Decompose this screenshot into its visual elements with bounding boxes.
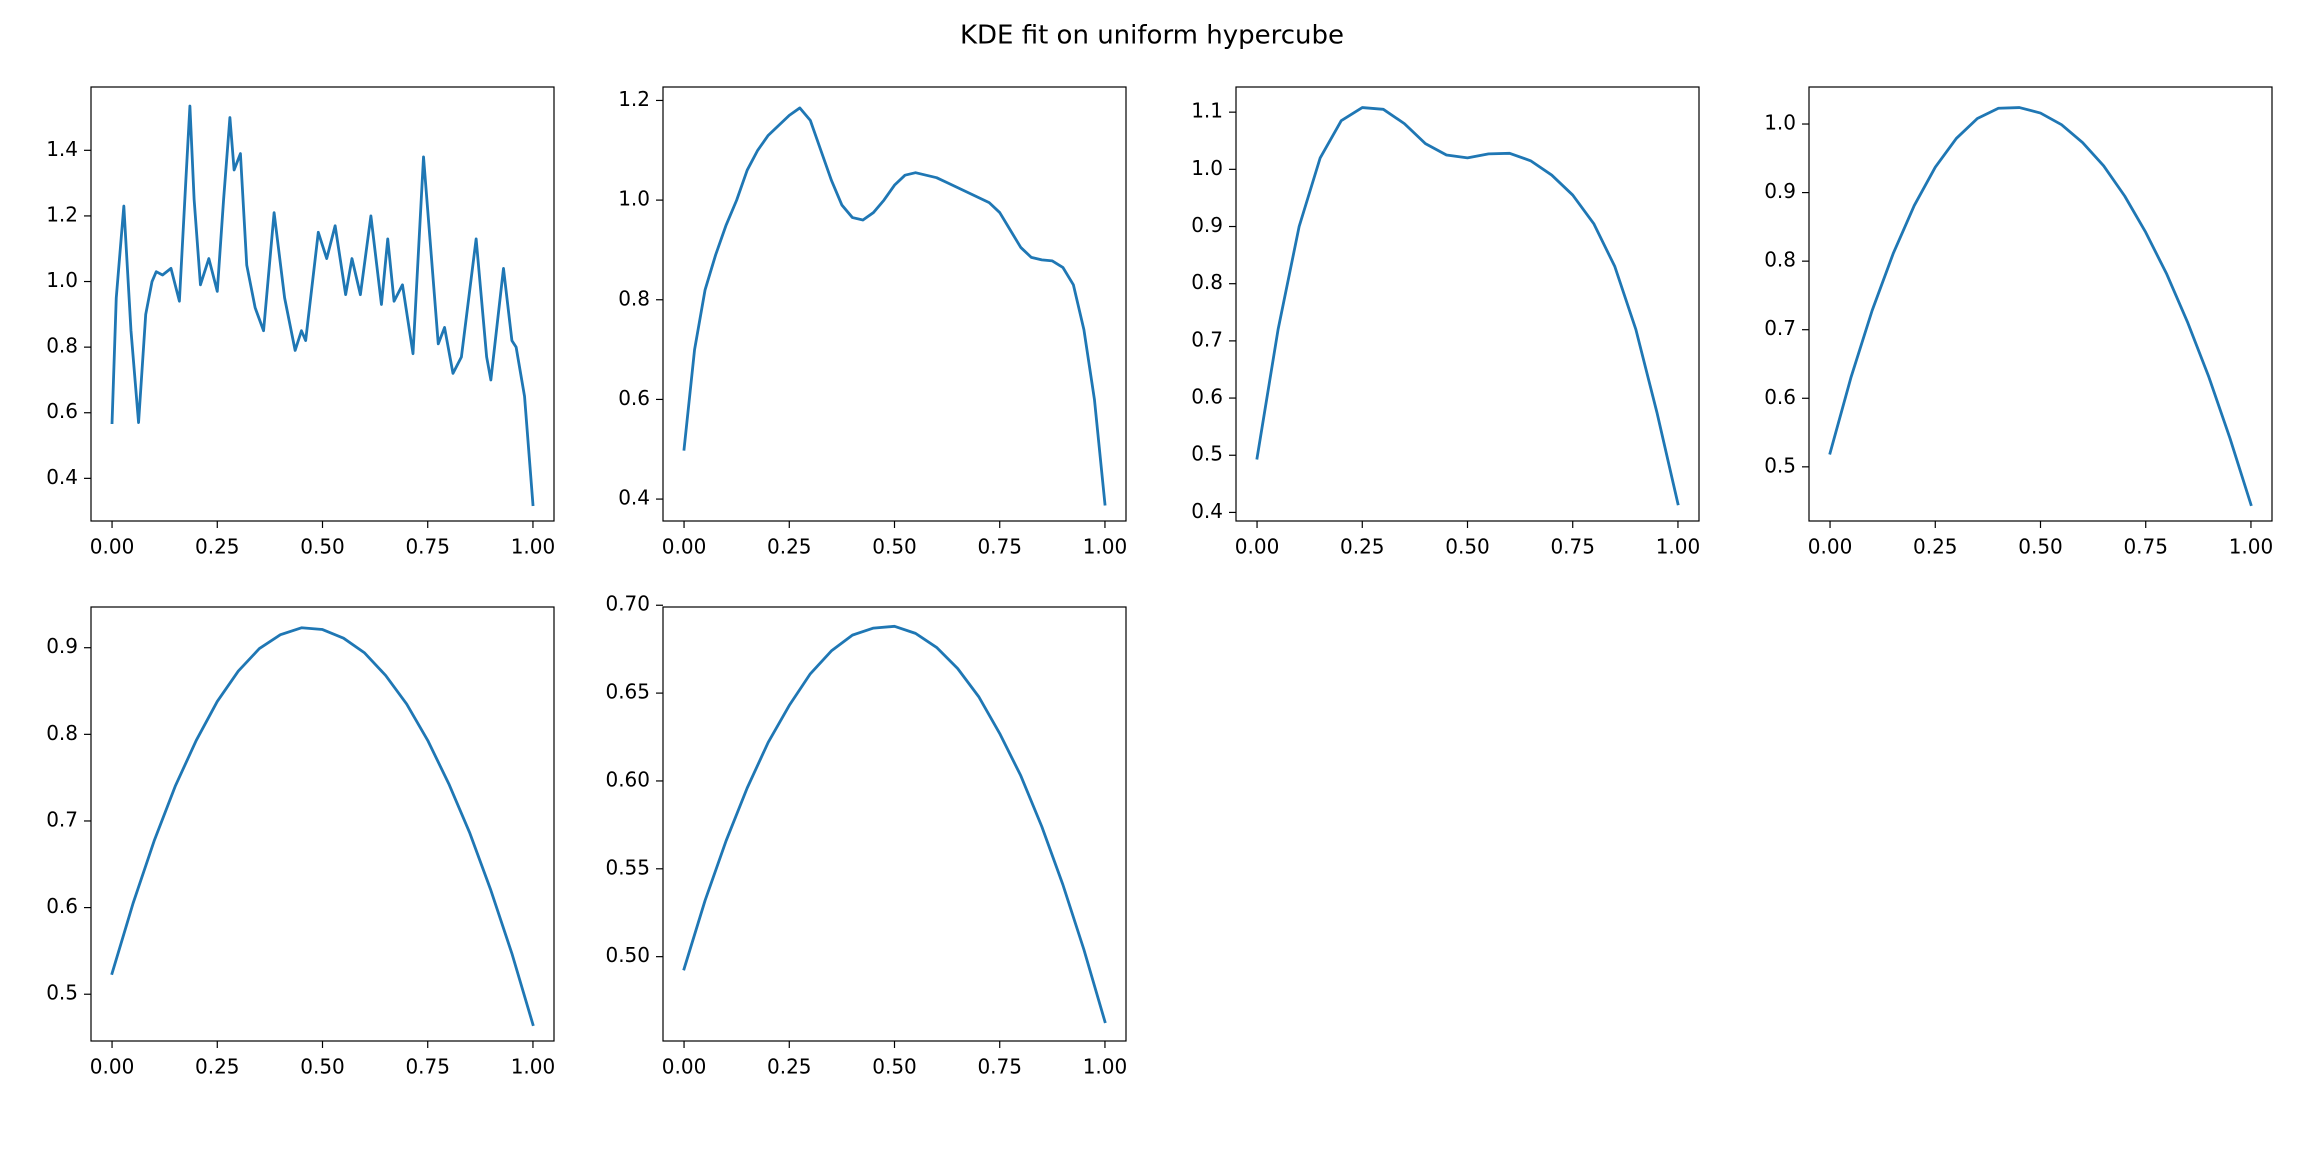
data-line (110, 626, 535, 1027)
plot-area (682, 624, 1107, 1024)
subplot: 0.00 0.25 0.50 0.75 1.00 0.5 0.6 0.7 0.8 0.9 1.0 (1764, 86, 2274, 559)
y-tick-label: 0.4 (618, 486, 650, 510)
y-tick-label: 0.5 (1191, 442, 1223, 466)
data-line (682, 106, 1107, 506)
x-tick-label: 0.00 (662, 535, 707, 559)
y-tick-label: 0.8 (46, 334, 78, 358)
x-tick-label: 0.00 (90, 535, 135, 559)
subplot: 0.00 0.25 0.50 0.75 1.00 0.50 0.55 0.60 0.65 0.70 (605, 592, 1127, 1079)
x-tick-label: 0.25 (767, 1055, 812, 1079)
plot-area (1255, 106, 1680, 506)
x-tick-label: 0.25 (1340, 535, 1385, 559)
y-tick-label: 0.60 (605, 767, 650, 791)
x-tick-label: 1.00 (511, 1055, 556, 1079)
axes-frame (90, 606, 555, 1042)
x-tick-label: 0.75 (405, 535, 450, 559)
y-tick-label: 0.65 (605, 680, 650, 704)
x-tick-label: 1.00 (511, 535, 556, 559)
x-tick-label: 0.25 (195, 535, 240, 559)
x-tick-label: 0.50 (300, 1055, 345, 1079)
x-tick-label: 0.75 (405, 1055, 450, 1079)
y-tick-label: 0.6 (46, 399, 78, 423)
x-tick-label: 1.00 (2229, 535, 2274, 559)
subplot: 0.00 0.25 0.50 0.75 1.00 0.4 0.6 0.8 1.0 1.2 1.4 (46, 86, 556, 559)
x-tick-label: 0.00 (662, 1055, 707, 1079)
x-tick-label: 0.50 (2018, 535, 2063, 559)
x-tick-label: 0.50 (300, 535, 345, 559)
y-tick-label: 0.8 (46, 721, 78, 745)
plot-area (110, 104, 535, 507)
x-tick-label: 0.75 (977, 1055, 1022, 1079)
x-tick-label: 0.75 (977, 535, 1022, 559)
axes-frame (662, 606, 1127, 1042)
x-tick-label: 0.00 (1808, 535, 1853, 559)
x-tick-label: 0.25 (195, 1055, 240, 1079)
y-tick-label: 0.7 (1191, 327, 1223, 351)
x-tick-label: 0.50 (872, 1055, 917, 1079)
y-tick-label: 1.0 (46, 268, 78, 292)
y-tick-label: 1.0 (1191, 156, 1223, 180)
plot-area (1828, 106, 2253, 507)
x-tick-label: 1.00 (1083, 1055, 1128, 1079)
plot-area (110, 626, 535, 1027)
y-tick-label: 0.4 (46, 465, 78, 489)
y-tick-label: 1.1 (1191, 99, 1223, 123)
figure-title: KDE fit on uniform hypercube (960, 21, 1344, 51)
y-tick-label: 0.6 (1764, 385, 1796, 409)
y-tick-label: 0.9 (1191, 213, 1223, 237)
y-tick-label: 1.0 (1764, 111, 1796, 135)
x-tick-label: 0.00 (90, 1055, 135, 1079)
y-tick-label: 0.5 (1764, 453, 1796, 477)
y-tick-label: 1.0 (618, 187, 650, 211)
y-tick-label: 0.6 (46, 894, 78, 918)
y-tick-label: 0.6 (1191, 385, 1223, 409)
axes-frame (662, 86, 1127, 522)
data-line (1828, 106, 2253, 507)
axes-frame (90, 86, 555, 522)
x-tick-label: 0.75 (2123, 535, 2168, 559)
y-tick-label: 0.55 (605, 855, 650, 879)
subplot: 0.00 0.25 0.50 0.75 1.00 0.4 0.6 0.8 1.0 1.2 (618, 86, 1128, 559)
y-tick-label: 0.4 (1191, 499, 1223, 523)
data-line (682, 624, 1107, 1024)
x-tick-label: 0.00 (1235, 535, 1280, 559)
y-tick-label: 0.50 (605, 943, 650, 967)
y-tick-label: 0.70 (605, 592, 650, 616)
y-tick-label: 1.4 (46, 137, 78, 161)
y-tick-label: 0.9 (46, 634, 78, 658)
x-tick-label: 0.50 (872, 535, 917, 559)
y-tick-label: 0.7 (46, 807, 78, 831)
x-tick-label: 1.00 (1083, 535, 1128, 559)
subplot: 0.00 0.25 0.50 0.75 1.00 0.5 0.6 0.7 0.8 0.9 (46, 606, 556, 1079)
y-tick-label: 0.7 (1764, 316, 1796, 340)
y-tick-label: 0.8 (618, 286, 650, 310)
y-tick-label: 1.2 (46, 202, 78, 226)
axes-frame (1235, 86, 1700, 522)
plot-area (682, 106, 1107, 506)
axes-frame (1808, 86, 2273, 522)
x-tick-label: 0.50 (1445, 535, 1490, 559)
data-line (1255, 106, 1680, 506)
x-tick-label: 0.25 (767, 535, 812, 559)
x-tick-label: 0.75 (1550, 535, 1595, 559)
y-tick-label: 1.2 (618, 87, 650, 111)
y-tick-label: 0.9 (1764, 179, 1796, 203)
y-tick-label: 0.5 (46, 981, 78, 1005)
x-tick-label: 1.00 (1656, 535, 1701, 559)
data-line (110, 104, 535, 507)
x-tick-label: 0.25 (1913, 535, 1958, 559)
y-tick-label: 0.8 (1764, 248, 1796, 272)
subplot: 0.00 0.25 0.50 0.75 1.00 0.4 0.5 0.6 0.7 0.8 0.9 1.… (1191, 86, 1701, 559)
y-tick-label: 0.6 (618, 386, 650, 410)
y-tick-label: 0.8 (1191, 270, 1223, 294)
